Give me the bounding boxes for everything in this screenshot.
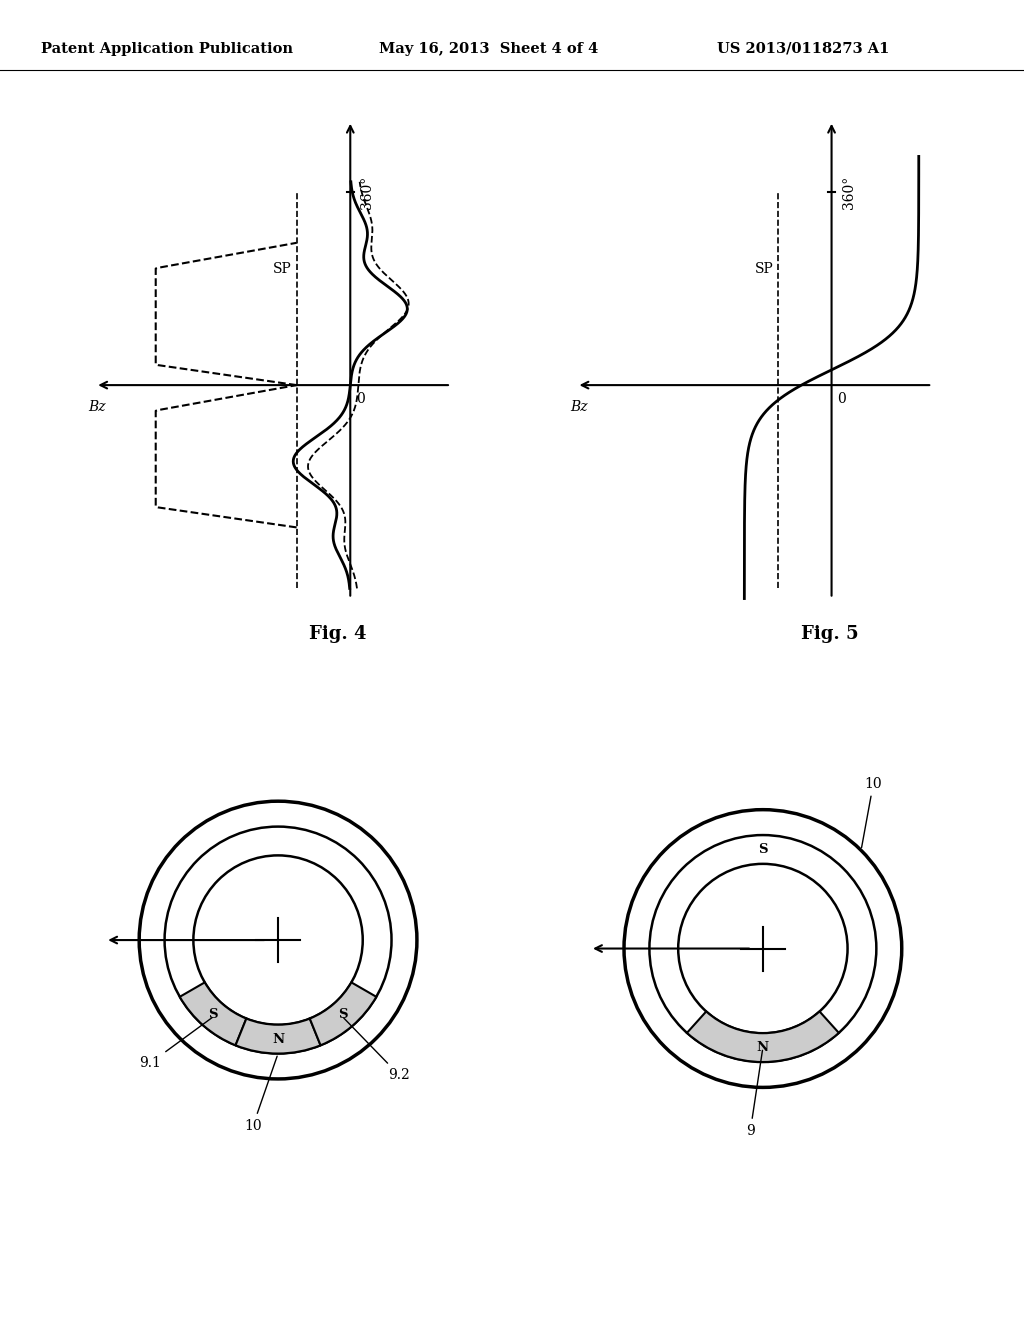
Text: 0: 0 (355, 392, 365, 405)
Text: 9: 9 (745, 1051, 763, 1138)
Text: Fig. 5: Fig. 5 (801, 624, 858, 643)
Wedge shape (180, 982, 247, 1045)
Wedge shape (310, 982, 377, 1045)
Text: 10: 10 (861, 776, 882, 847)
Text: May 16, 2013  Sheet 4 of 4: May 16, 2013 Sheet 4 of 4 (379, 42, 598, 55)
Text: Patent Application Publication: Patent Application Publication (41, 42, 293, 55)
Text: 10: 10 (244, 1056, 278, 1133)
Text: S: S (208, 1008, 218, 1022)
Text: Bz: Bz (570, 400, 588, 413)
Text: Fig. 4: Fig. 4 (309, 624, 367, 643)
Text: SP: SP (755, 263, 773, 276)
Text: N: N (272, 1032, 284, 1045)
Text: Bz: Bz (89, 400, 106, 413)
Text: US 2013/0118273 A1: US 2013/0118273 A1 (717, 42, 889, 55)
Text: 0: 0 (837, 392, 846, 405)
Text: SP: SP (273, 263, 292, 276)
Wedge shape (687, 1011, 839, 1063)
Text: S: S (758, 843, 768, 855)
Text: 9.2: 9.2 (344, 1018, 410, 1082)
Text: S: S (338, 1008, 348, 1022)
Text: 360°: 360° (360, 176, 375, 209)
Text: 360°: 360° (842, 176, 856, 209)
Wedge shape (236, 1019, 321, 1053)
Text: 9.1: 9.1 (139, 1018, 212, 1071)
Text: N: N (757, 1041, 769, 1055)
